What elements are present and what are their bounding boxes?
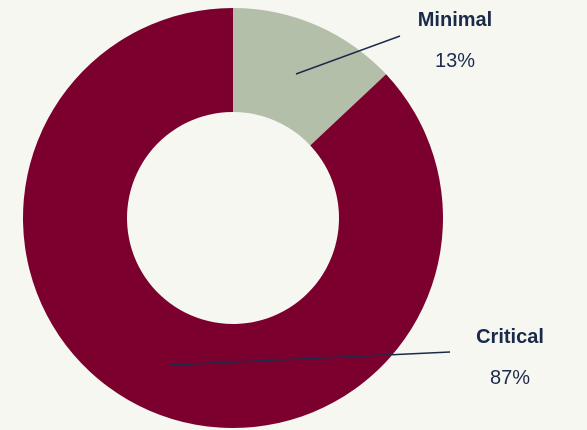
slices-group [22, 8, 444, 429]
slice-value-critical: 87% [490, 367, 530, 389]
labels-group: Minimal 13% Critical 87% [169, 9, 544, 389]
slice-label-minimal: Minimal [418, 9, 492, 31]
slice-label-critical: Critical [476, 326, 544, 348]
slice-critical [22, 8, 444, 429]
leader-line-minimal [295, 35, 401, 75]
slice-value-minimal: 13% [435, 50, 475, 72]
leader-line-critical [169, 351, 451, 366]
slice-minimal [233, 8, 387, 146]
